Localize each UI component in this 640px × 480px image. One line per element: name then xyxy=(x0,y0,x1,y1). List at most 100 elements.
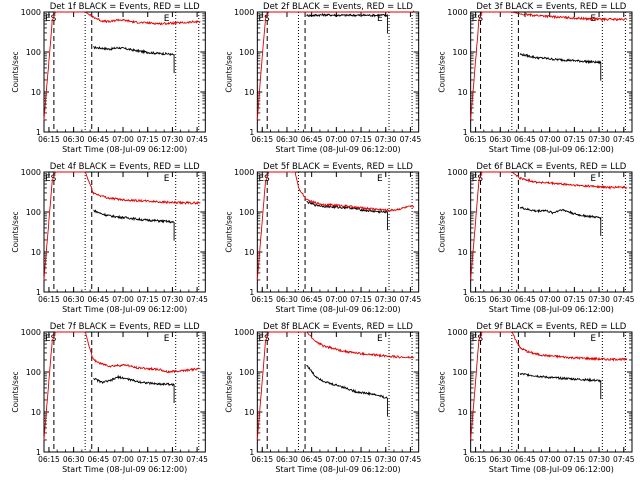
x-tick-label: 07:15 xyxy=(564,135,586,144)
marker-label-start: ES xyxy=(472,174,484,184)
events-series-line xyxy=(93,374,175,403)
marker-label-start: ES xyxy=(258,334,270,344)
events-series-line xyxy=(93,209,175,241)
panel-title: Det 1f BLACK = Events, RED = LLD xyxy=(50,2,200,12)
x-tick-label: 06:15 xyxy=(38,295,60,304)
y-tick-label: 100 xyxy=(239,368,254,377)
x-tick-label: 06:45 xyxy=(514,295,536,304)
x-axis-label: Start Time (08-Jul-09 06:12:00) xyxy=(489,305,614,314)
x-tick-label: 07:15 xyxy=(137,135,159,144)
y-axis-label: Counts/sec xyxy=(11,371,20,412)
x-tick-label: 07:15 xyxy=(137,295,159,304)
x-tick-label: 07:45 xyxy=(613,135,635,144)
x-tick-label: 07:00 xyxy=(539,455,561,464)
y-tick-label: 1 xyxy=(249,288,254,297)
x-tick-label: 07:00 xyxy=(112,455,134,464)
plot-frame xyxy=(470,331,633,453)
x-tick-label: 06:30 xyxy=(489,135,511,144)
plot-frame xyxy=(43,171,206,293)
x-axis-label: Start Time (08-Jul-09 06:12:00) xyxy=(275,465,400,474)
plot-frame xyxy=(256,171,420,293)
detector-panel-8: Det 8f BLACK = Events, RED = LLD 1 10 100 10… xyxy=(224,322,421,474)
y-axis-label: Counts/sec xyxy=(438,211,447,252)
y-tick-label: 10 xyxy=(244,88,254,97)
x-tick-label: 07:30 xyxy=(162,135,184,144)
y-axis-label: Counts/sec xyxy=(11,211,20,252)
y-tick-label: 1000 xyxy=(234,8,254,17)
y-tick-label: 10 xyxy=(457,248,467,257)
x-tick-label: 06:45 xyxy=(88,455,110,464)
y-axis-label: Counts/sec xyxy=(224,211,233,252)
y-axis-label: Counts/sec xyxy=(224,371,233,412)
lld-series-line xyxy=(470,331,628,441)
x-tick-label: 06:30 xyxy=(63,135,85,144)
plot-frame xyxy=(470,11,633,133)
detector-panel-9: Det 9f BLACK = Events, RED = LLD 1 10 100 10… xyxy=(438,322,635,474)
panel-title: Det 6f BLACK = Events, RED = LLD xyxy=(476,162,626,172)
y-tick-label: 10 xyxy=(244,248,254,257)
detector-panel-5: Det 5f BLACK = Events, RED = LLD 1 10 100 10… xyxy=(224,162,421,314)
marker-label-start: ES xyxy=(472,334,484,344)
x-tick-label: 07:00 xyxy=(112,295,134,304)
plot-frame xyxy=(43,11,206,133)
events-series-line xyxy=(306,200,388,231)
x-tick-label: 06:30 xyxy=(276,135,298,144)
y-tick-label: 1 xyxy=(249,448,254,457)
x-axis-label: Start Time (08-Jul-09 06:12:00) xyxy=(62,145,187,154)
y-tick-label: 100 xyxy=(26,368,41,377)
y-axis-label: Counts/sec xyxy=(11,51,20,92)
y-tick-label: 100 xyxy=(26,48,41,57)
plot-frame xyxy=(256,11,420,133)
x-tick-label: 06:15 xyxy=(38,455,60,464)
marker-label-start: ES xyxy=(472,14,484,24)
y-tick-label: 1000 xyxy=(21,328,41,337)
y-axis-label: Counts/sec xyxy=(438,51,447,92)
detector-panel-4: Det 4f BLACK = Events, RED = LLD 1 10 100 10… xyxy=(11,162,208,314)
y-tick-label: 1000 xyxy=(447,328,467,337)
y-tick-label: 1 xyxy=(36,288,41,297)
x-tick-label: 06:15 xyxy=(465,135,487,144)
x-tick-label: 06:30 xyxy=(63,455,85,464)
marker-label-end: E xyxy=(164,174,170,184)
lld-series-line xyxy=(43,331,201,441)
panel-title: Det 7f BLACK = Events, RED = LLD xyxy=(50,322,200,332)
y-tick-label: 1000 xyxy=(234,168,254,177)
y-tick-label: 1000 xyxy=(21,168,41,177)
x-axis-label: Start Time (08-Jul-09 06:12:00) xyxy=(489,465,614,474)
x-axis-label: Start Time (08-Jul-09 06:12:00) xyxy=(275,305,400,314)
y-tick-label: 10 xyxy=(244,408,254,417)
y-tick-label: 1000 xyxy=(21,8,41,17)
marker-label-end: E xyxy=(377,334,383,344)
panel-title: Det 4f BLACK = Events, RED = LLD xyxy=(50,162,200,172)
y-tick-label: 1 xyxy=(463,288,468,297)
y-tick-label: 1 xyxy=(463,128,468,137)
x-tick-label: 07:30 xyxy=(162,455,184,464)
marker-label-end: E xyxy=(377,174,383,184)
detector-panel-6: Det 6f BLACK = Events, RED = LLD 1 10 100 10… xyxy=(438,162,635,314)
x-tick-label: 06:45 xyxy=(514,455,536,464)
detector-panel-1: Det 1f BLACK = Events, RED = LLD 1 10 100 10… xyxy=(11,2,208,154)
x-tick-label: 07:45 xyxy=(186,455,208,464)
x-tick-label: 07:30 xyxy=(588,295,610,304)
marker-label-end: E xyxy=(164,14,170,24)
x-tick-label: 06:30 xyxy=(489,455,511,464)
lld-series-line xyxy=(43,171,201,281)
marker-label-end: E xyxy=(590,334,596,344)
x-axis-label: Start Time (08-Jul-09 06:12:00) xyxy=(62,465,187,474)
panel-title: Det 3f BLACK = Events, RED = LLD xyxy=(476,2,626,12)
x-tick-label: 06:15 xyxy=(465,295,487,304)
marker-label-end: E xyxy=(164,334,170,344)
x-axis-label: Start Time (08-Jul-09 06:12:00) xyxy=(275,145,400,154)
x-tick-label: 07:30 xyxy=(588,135,610,144)
y-tick-label: 10 xyxy=(31,248,41,257)
marker-label-start: ES xyxy=(45,174,57,184)
x-tick-label: 07:00 xyxy=(326,455,348,464)
y-tick-label: 100 xyxy=(452,368,467,377)
x-tick-label: 06:15 xyxy=(251,135,273,144)
y-tick-label: 1 xyxy=(249,128,254,137)
plot-frame xyxy=(256,331,420,453)
panel-title: Det 5f BLACK = Events, RED = LLD xyxy=(263,162,413,172)
y-tick-label: 10 xyxy=(31,88,41,97)
x-tick-label: 07:30 xyxy=(162,295,184,304)
y-tick-label: 100 xyxy=(452,48,467,57)
